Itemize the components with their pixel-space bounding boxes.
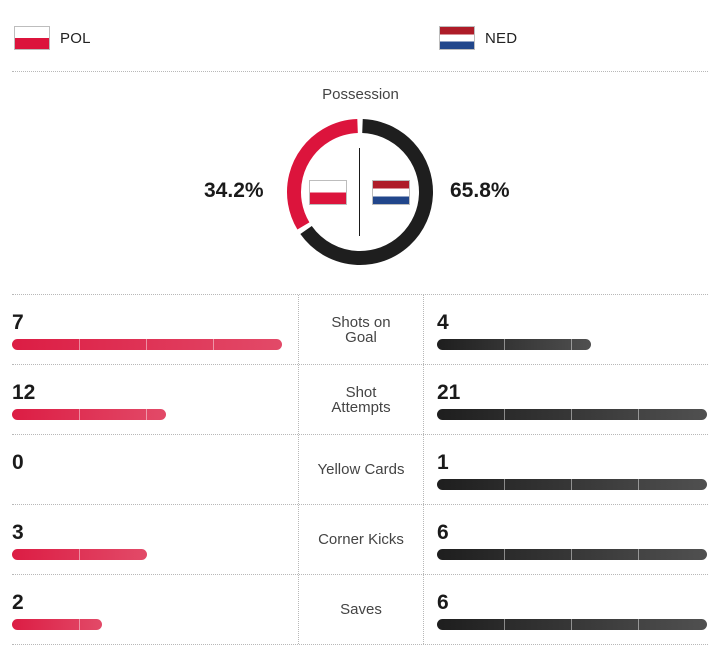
away-stat-value: 1	[437, 451, 449, 474]
stat-label: Yellow Cards	[298, 435, 424, 504]
bar-segment-divider	[638, 479, 639, 490]
netherlands-flag-icon	[439, 26, 475, 50]
home-stat-bar	[12, 619, 102, 630]
bar-segment-divider	[504, 479, 505, 490]
away-stat-value: 4	[437, 311, 449, 334]
bar-segment-divider	[146, 409, 147, 420]
away-stat-bar	[437, 619, 707, 630]
bar-segment-divider	[638, 619, 639, 630]
away-stat-bar	[437, 339, 591, 350]
bar-segment-divider	[504, 339, 505, 350]
bar-segment-divider	[504, 409, 505, 420]
bar-segment-divider	[146, 339, 147, 350]
stat-label-text: Shot Attempts	[331, 383, 391, 416]
bar-segment-divider	[638, 549, 639, 560]
stat-label-text: Saves	[340, 601, 382, 618]
stat-row: 12 Shot Attempts 21	[12, 365, 708, 435]
stat-label: Saves	[298, 575, 424, 644]
away-stat-bar	[437, 409, 707, 420]
away-team: NED	[439, 26, 517, 50]
bar-segment-divider	[638, 409, 639, 420]
home-stat-value: 7	[12, 311, 24, 334]
home-stat-value: 0	[12, 451, 24, 474]
bar-segment-divider	[571, 549, 572, 560]
poland-flag-icon	[309, 180, 347, 205]
bar-segment-divider	[571, 409, 572, 420]
netherlands-flag-icon	[372, 180, 410, 205]
bar-segment-divider	[504, 619, 505, 630]
home-stat-value: 2	[12, 591, 24, 614]
home-team-code: POL	[60, 29, 91, 47]
away-stat-value: 6	[437, 521, 449, 544]
match-header: POL NED	[12, 0, 708, 72]
possession-title: Possession	[322, 86, 399, 103]
home-stat-bar	[12, 339, 282, 350]
stat-label-text: Yellow Cards	[317, 461, 405, 478]
away-team-code: NED	[485, 29, 518, 47]
poland-flag-icon	[14, 26, 50, 50]
bar-segment-divider	[504, 549, 505, 560]
bar-segment-divider	[79, 339, 80, 350]
stat-label-text: Shots on Goal	[331, 313, 391, 346]
home-team: POL	[14, 26, 91, 50]
away-stat-value: 6	[437, 591, 449, 614]
home-stat-bar	[12, 549, 147, 560]
stat-row: 2 Saves 6	[12, 575, 708, 645]
possession-donut-chart	[287, 119, 433, 265]
stat-label: Shot Attempts	[298, 365, 424, 434]
bar-segment-divider	[79, 619, 80, 630]
bar-segment-divider	[79, 409, 80, 420]
bar-segment-divider	[571, 619, 572, 630]
bar-segment-divider	[571, 479, 572, 490]
away-stat-value: 21	[437, 381, 461, 404]
stat-row: 0 Yellow Cards 1	[12, 435, 708, 505]
donut-divider	[359, 148, 360, 236]
away-stat-bar	[437, 549, 707, 560]
stat-label-text: Corner Kicks	[318, 531, 404, 548]
bar-segment-divider	[79, 549, 80, 560]
home-stat-bar	[12, 409, 166, 420]
stat-label: Corner Kicks	[298, 505, 424, 574]
stat-label: Shots on Goal	[298, 295, 424, 364]
home-possession-percent: 34.2%	[204, 179, 264, 202]
home-stat-value: 12	[12, 381, 36, 404]
away-stat-bar	[437, 479, 707, 490]
home-stat-value: 3	[12, 521, 24, 544]
bar-segment-divider	[571, 339, 572, 350]
stats-table: 7 Shots on Goal 4 12 Shot Attempts 21 0 Yellow …	[12, 294, 708, 645]
stat-row: 3 Corner Kicks 6	[12, 505, 708, 575]
away-possession-percent: 65.8%	[450, 179, 510, 202]
bar-segment-divider	[213, 339, 214, 350]
stat-row: 7 Shots on Goal 4	[12, 295, 708, 365]
